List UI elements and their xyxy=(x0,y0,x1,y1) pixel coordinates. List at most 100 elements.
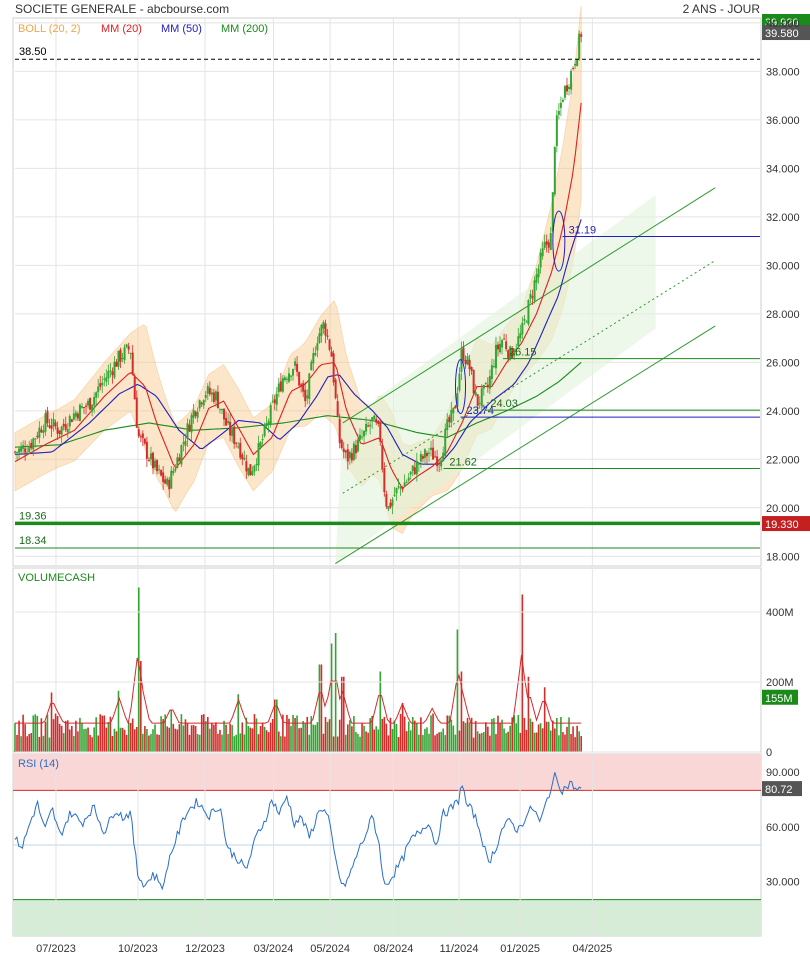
volume-bar xyxy=(482,732,485,752)
volume-bar xyxy=(111,736,114,752)
volume-bar xyxy=(271,718,274,752)
candle-body xyxy=(129,352,132,354)
candle-body xyxy=(34,438,37,440)
volume-bar xyxy=(340,676,343,752)
legend-mm50: MM (50) xyxy=(161,23,202,35)
candle-body xyxy=(131,352,134,375)
volume-bar xyxy=(20,736,22,752)
candle-body xyxy=(188,424,191,432)
rsi-tick-label: 60.000 xyxy=(766,822,800,834)
candle-body xyxy=(440,460,443,467)
candle-body xyxy=(275,393,278,405)
volume-bar xyxy=(233,736,235,752)
volume-bar xyxy=(140,661,142,752)
volume-bar xyxy=(576,725,578,752)
volume-bar xyxy=(554,728,556,752)
volume-bar xyxy=(241,722,244,752)
level-label: 24.03 xyxy=(490,398,518,410)
x-tick-label: 03/2024 xyxy=(254,943,294,955)
volume-bar xyxy=(296,715,298,752)
candle-body xyxy=(576,59,579,67)
x-tick-label: 01/2025 xyxy=(500,943,540,955)
price-y-axis: 18.000 20.000 22.000 24.000 26.000 28.000 30.0… xyxy=(766,18,800,563)
candle-body xyxy=(527,300,530,325)
x-tick-label: 04/2025 xyxy=(572,943,612,955)
candle-body xyxy=(70,419,73,423)
candle-body xyxy=(225,417,228,426)
candle-body xyxy=(405,481,408,483)
candle-body xyxy=(214,391,217,401)
candle-body xyxy=(474,392,477,396)
volume-bar xyxy=(103,715,106,752)
volume-bar xyxy=(292,714,294,752)
candle-body xyxy=(269,405,272,425)
volume-bar xyxy=(525,729,528,752)
candle-body xyxy=(499,343,502,353)
x-tick-label: 12/2023 xyxy=(185,943,225,955)
volume-bar xyxy=(50,692,53,752)
volume-bar xyxy=(142,733,144,752)
volume-bar xyxy=(493,718,495,752)
candle-body xyxy=(322,322,325,329)
candle-body xyxy=(147,459,150,461)
volume-bar xyxy=(422,735,424,752)
candle-body xyxy=(231,428,234,437)
candle-body xyxy=(580,34,583,37)
candle-body xyxy=(206,386,209,394)
level-label: 23.74 xyxy=(467,405,495,417)
candle-body xyxy=(482,384,485,389)
volume-bar xyxy=(369,718,371,752)
candle-body xyxy=(377,420,380,424)
volume-bar xyxy=(351,726,353,752)
candle-body xyxy=(22,445,25,449)
support-tag: 19.330 xyxy=(765,519,799,531)
candle-body xyxy=(72,413,75,420)
volume-bar xyxy=(304,723,307,752)
volume-bar xyxy=(432,713,434,752)
volume-bar xyxy=(523,717,526,752)
volume-bar xyxy=(32,715,35,752)
candle-body xyxy=(239,442,242,458)
candle-body xyxy=(381,445,384,469)
candle-body xyxy=(361,436,364,438)
candle-body xyxy=(271,400,274,402)
candle-body xyxy=(125,344,128,347)
candle-body xyxy=(373,415,376,420)
candle-body xyxy=(253,465,256,472)
bollinger-fill xyxy=(14,5,582,535)
candle-body xyxy=(143,438,146,444)
volume-bar xyxy=(424,728,426,752)
candle-body xyxy=(172,470,175,474)
candle-body xyxy=(379,423,382,442)
candle-body xyxy=(139,436,142,438)
volume-bar xyxy=(152,729,154,752)
volume-bar xyxy=(105,727,108,752)
volume-bar xyxy=(574,737,576,752)
candle-body xyxy=(166,478,169,485)
candle-body xyxy=(294,361,297,366)
volume-bar xyxy=(393,720,396,752)
candle-body xyxy=(44,413,47,432)
volume-bar xyxy=(547,721,550,752)
candle-body xyxy=(36,435,39,438)
candle-body xyxy=(434,456,437,458)
candle-body xyxy=(401,487,404,490)
volume-bar xyxy=(180,714,183,752)
volume-bar xyxy=(377,729,380,752)
candle-body xyxy=(407,477,410,481)
volume-bar xyxy=(513,715,516,752)
candle-body xyxy=(458,373,461,391)
candle-body xyxy=(312,353,315,364)
volume-bar xyxy=(81,722,83,752)
volume-bar xyxy=(440,731,442,752)
rsi-last-tag: 80.72 xyxy=(765,784,793,796)
candlesticks xyxy=(14,30,583,515)
volume-bar xyxy=(243,734,246,752)
volume-bar xyxy=(462,721,465,752)
candle-body xyxy=(574,63,577,66)
candle-body xyxy=(557,111,560,115)
volume-average-line xyxy=(15,654,582,725)
volume-bar xyxy=(316,722,319,752)
candle-body xyxy=(395,487,398,494)
volume-bar xyxy=(113,728,116,752)
